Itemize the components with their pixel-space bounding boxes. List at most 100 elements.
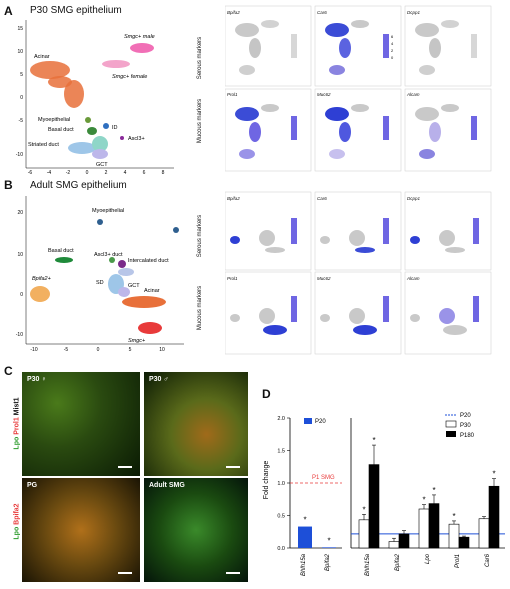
label-gct-b: GCT	[128, 283, 140, 289]
bar-Bhlh15a	[298, 526, 312, 548]
d-right-bars: * * Bhlh15a Bpifa2 * * Lpo * Prol1 * Car6	[358, 436, 500, 576]
image-p30-female: P30 ♀	[22, 372, 140, 476]
bar-P30-Car6	[478, 518, 490, 549]
umap-muc62	[325, 104, 389, 159]
ytick: 10	[17, 49, 23, 55]
label-myoepithelial: Myoepithelial	[38, 117, 70, 123]
panel-b-feature-grid: Bpifa2 Car6 Dcpp1 Prol1 Muc62 Alcam	[225, 190, 495, 356]
xtick: -4	[47, 170, 52, 174]
panel-b-umap: 20 10 0 -10 -10 -5 0 5 10 Myoepithelial …	[16, 196, 184, 353]
d-ylabel: Fold change	[263, 461, 270, 500]
umap-dcpp1	[415, 20, 477, 75]
label-sd-b: SD	[96, 280, 104, 286]
label-gct: GCT	[96, 162, 108, 168]
panel-d-left-chart: Fold change 0.0 0.5 1.0 1.5 2.0 P1 SMG P20 *…	[263, 416, 342, 576]
ytick: 0	[20, 292, 23, 298]
category-label: Bhlh15a	[301, 553, 307, 576]
panel-d-right-chart: P20 P30 P180 **Bhlh15a Bpifa2**Lpo*Prol1*…	[350, 413, 505, 576]
d-right-legend: P20 P30 P180	[445, 413, 475, 439]
panel-d-letter: D	[262, 387, 271, 401]
category-label: Bpifa2	[325, 553, 331, 571]
feature-label: Bpifa2	[227, 196, 240, 201]
feature-label: Muc62	[317, 92, 331, 97]
bar-P180-Lpo	[428, 503, 440, 549]
legend-swatch-p30	[445, 420, 457, 428]
ytick: 0	[20, 95, 23, 101]
cluster-id	[103, 123, 109, 129]
cluster-ascl3-b	[109, 257, 126, 268]
bar-P180-Car6	[488, 485, 500, 549]
image-label: PG	[27, 482, 38, 489]
significance-star: *	[452, 512, 455, 521]
xtick: 4	[124, 170, 127, 174]
legend-swatch-p180	[446, 431, 456, 437]
umap-b-prol1	[230, 296, 297, 335]
ytick: -10	[16, 332, 23, 338]
umap-alcam	[415, 104, 477, 159]
bar-P180-Bhlh15a	[368, 464, 380, 549]
significance-star: *	[432, 486, 435, 495]
image-label: P30 ♀	[27, 376, 47, 383]
bar-P180-Prol1	[458, 536, 470, 549]
feature-label: Prol1	[227, 92, 238, 97]
legend-p20: P20	[315, 419, 326, 425]
panel-a-xticks: -6 -4 -2 0 2 4 6 8	[28, 170, 165, 174]
umap-b-car6	[320, 218, 389, 253]
label-lpo-bottom: Lpo	[13, 526, 21, 540]
ytick: 10	[17, 252, 23, 258]
ytick: -10	[16, 152, 23, 158]
ytick: 20	[17, 210, 23, 216]
bar-P180-Bpifa2	[398, 533, 410, 549]
panel-c-side-top: Lpo Prol1 Mist1	[6, 380, 21, 480]
label-striated: Striated duct	[28, 142, 59, 148]
significance-star: *	[492, 470, 495, 479]
panel-c-side-bottom: Lpo Bpifa2	[6, 478, 21, 578]
label-basal-b: Basal duct	[48, 248, 74, 254]
feature-label: Bpifa2	[227, 10, 240, 15]
xtick: 6	[143, 170, 146, 174]
feature-label: Car6	[317, 196, 327, 201]
label-myo-b: Myoepithelial	[92, 208, 124, 214]
label-smgc-female: Smgc+ female	[112, 74, 147, 80]
cluster-striated	[68, 136, 108, 154]
panel-a-mucous-label: Mucous markers	[197, 98, 203, 144]
feature-label: Alcam	[407, 92, 420, 97]
legend-p30: P30	[460, 423, 471, 429]
xtick: 8	[162, 170, 165, 174]
feature-label: Dcpp1	[407, 10, 421, 15]
label-acinar-b: Acinar	[144, 288, 160, 294]
cluster-intercalated-b	[118, 268, 134, 276]
xtick: 2	[105, 170, 108, 174]
panel-a-umap: 15 10 5 0 -5 -10 -6 -4 -2 0 2 4 6 8 Acin…	[16, 20, 174, 174]
feature-label: Car6	[317, 10, 327, 15]
bar-P30-Prol1	[448, 523, 460, 549]
label-bpifa2-b: Bpifa2+	[32, 276, 52, 282]
cluster-ascl3	[120, 136, 124, 140]
label-ascl3: Ascl3+	[128, 136, 145, 142]
feature-label: Prol1	[227, 276, 238, 281]
significance-star: *	[422, 496, 425, 505]
xtick: 0	[97, 347, 100, 353]
image-label: P30 ♂	[149, 376, 169, 383]
legend-p20-right: P20	[460, 413, 471, 419]
significance-star: *	[372, 436, 375, 445]
umap-b-bpifa2	[230, 218, 297, 253]
cluster-gct-b	[118, 287, 130, 297]
ytick: 15	[17, 26, 23, 32]
cluster-gct	[92, 149, 108, 159]
feature-plots-b	[225, 191, 492, 355]
xtick: 10	[159, 347, 165, 353]
feature-label: Muc62	[317, 276, 331, 281]
panel-a-feature-grid: Bpifa2 Car6 Dcpp1 Prol1 Muc62 Alcam	[225, 4, 495, 174]
panel-b-letter: B	[4, 178, 13, 192]
label-acinar: Acinar	[34, 54, 50, 60]
ytick-label: 2.0	[277, 416, 285, 422]
panel-a-title: P30 SMG epithelium	[30, 5, 122, 16]
cluster-basal	[87, 127, 97, 135]
category-label: Car6	[485, 553, 491, 567]
cluster-acinar	[30, 61, 84, 108]
xtick: -2	[66, 170, 71, 174]
panel-b-mucous-label: Mucous markers	[197, 285, 203, 331]
ytick-label: 1.0	[277, 481, 285, 487]
image-label: Adult SMG	[149, 482, 185, 489]
